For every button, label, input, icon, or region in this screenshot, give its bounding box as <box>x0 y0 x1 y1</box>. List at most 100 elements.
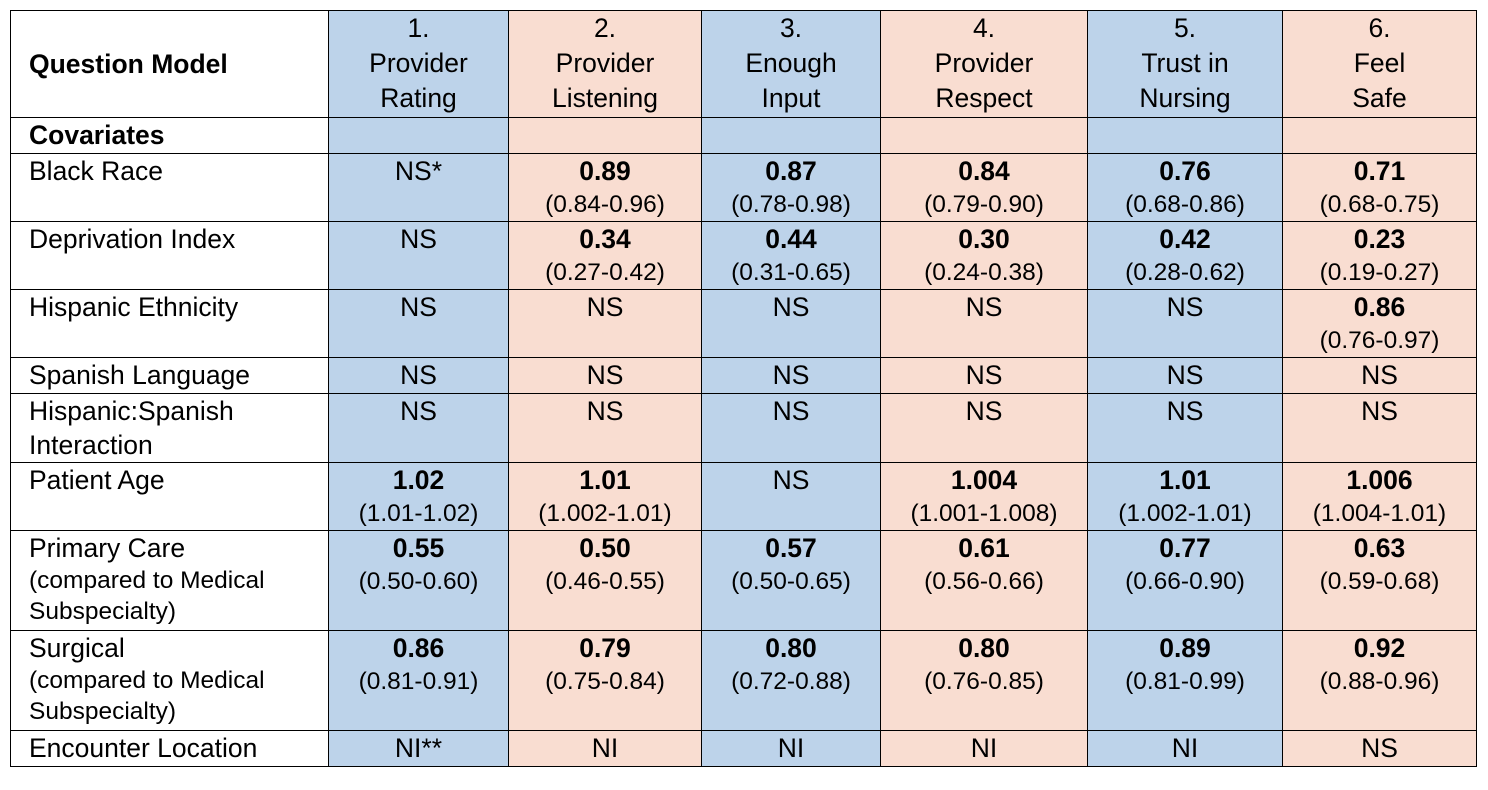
result-cell: 0.80 (0.72-0.88) <box>701 630 881 731</box>
result-cell: NI <box>880 730 1088 767</box>
result-cell: 0.63 (0.59-0.68) <box>1282 530 1477 631</box>
result-cell: 0.76 (0.68-0.86) <box>1087 153 1283 222</box>
confidence-interval: (0.24-0.38) <box>924 259 1044 286</box>
table-row: Hispanic:Spanish Interaction NS NS NS NS NS NS <box>10 393 1477 463</box>
covariate-name: Hispanic Ethnicity <box>29 292 239 322</box>
significance-label: NS <box>772 396 810 426</box>
result-cell: 0.55 (0.50-0.60) <box>328 530 509 631</box>
table-row: Hispanic Ethnicity NS NS NS NS NS 0.86 (0.76-0.… <box>10 289 1477 358</box>
confidence-interval: (0.79-0.90) <box>924 191 1044 218</box>
significance-label: NS <box>1166 360 1204 390</box>
result-cell: NS <box>328 221 509 290</box>
significance-label: NI <box>970 733 998 763</box>
result-cell: NS <box>1087 357 1283 394</box>
covariate-subtext: Subspecialty) <box>29 698 177 725</box>
result-cell: 0.86 (0.76-0.97) <box>1282 289 1477 358</box>
significance-label: NS <box>965 292 1003 322</box>
significance-label: NS <box>1361 396 1398 426</box>
covariate-name: Patient Age <box>29 465 165 495</box>
column-title-line1: Provider <box>555 48 655 78</box>
confidence-interval: (0.50-0.60) <box>358 568 479 595</box>
section-row: Covariates <box>10 117 1477 154</box>
table-row: Encounter Location NI** NI NI NI NI NS <box>10 730 1477 767</box>
result-cell: 0.44 (0.31-0.65) <box>701 221 881 290</box>
column-title-line1: Enough <box>745 48 837 78</box>
column-title-line1: Provider <box>934 48 1034 78</box>
significance-label: NS <box>400 224 437 254</box>
confidence-interval: (0.68-0.86) <box>1125 191 1245 218</box>
significance-label: NS <box>586 396 624 426</box>
result-cell: 0.84 (0.79-0.90) <box>880 153 1088 222</box>
significance-label: NS <box>1361 360 1398 390</box>
covariate-name: Primary Care <box>29 533 186 563</box>
result-cell: 0.87 (0.78-0.98) <box>701 153 881 222</box>
column-title-line2: Safe <box>1352 83 1407 113</box>
result-cell: NS <box>880 289 1088 358</box>
odds-ratio: 0.80 <box>765 633 817 663</box>
column-header-3: 3. Enough Input <box>701 10 881 118</box>
odds-ratio: 0.86 <box>1353 292 1406 322</box>
column-header-5: 5. Trust in Nursing <box>1087 10 1283 118</box>
result-cell: 0.30 (0.24-0.38) <box>880 221 1088 290</box>
significance-label: NS <box>1166 396 1204 426</box>
column-title-line1: Trust in <box>1141 48 1229 78</box>
column-number: 1. <box>407 13 430 43</box>
confidence-interval: (1.01-1.02) <box>358 500 479 527</box>
odds-ratio: 0.23 <box>1353 224 1406 254</box>
covariate-label: Spanish Language <box>10 357 329 394</box>
table-body: Question Model 1. Provider Rating 2. Pro… <box>10 10 1477 767</box>
result-cell: 0.71 (0.68-0.75) <box>1282 153 1477 222</box>
column-header-2: 2. Provider Listening <box>508 10 702 118</box>
table-row: Primary Care (compared to Medical Subspeci… <box>10 530 1477 631</box>
confidence-interval: (0.59-0.68) <box>1319 568 1440 595</box>
column-title-line2: Respect <box>935 83 1033 113</box>
significance-label: NS <box>772 360 810 390</box>
covariate-label: Black Race <box>10 153 329 222</box>
result-cell: 1.02 (1.01-1.02) <box>328 462 509 531</box>
odds-ratio: 0.55 <box>392 533 445 563</box>
odds-ratio: 1.004 <box>950 465 1018 495</box>
result-cell: NS <box>328 357 509 394</box>
significance-label: NS* <box>394 156 443 186</box>
result-cell: NS <box>1282 730 1477 767</box>
result-cell: 0.50 (0.46-0.55) <box>508 530 702 631</box>
result-cell: NS <box>701 393 881 463</box>
table-row: Black Race NS* 0.89 (0.84-0.96) 0.87 (0.78-0.… <box>10 153 1477 222</box>
section-cell <box>701 117 881 154</box>
result-cell: 0.92 (0.88-0.96) <box>1282 630 1477 731</box>
confidence-interval: (0.27-0.42) <box>545 259 665 286</box>
result-cell: NS <box>328 393 509 463</box>
covariate-label: Hispanic:Spanish Interaction <box>10 393 329 463</box>
significance-label: NS <box>400 292 437 322</box>
covariate-name: Encounter Location <box>29 733 258 763</box>
result-cell: NI** <box>328 730 509 767</box>
significance-label: NI <box>777 733 805 763</box>
covariate-name: Deprivation Index <box>29 224 236 254</box>
result-cell: NS <box>1087 289 1283 358</box>
result-cell: NS <box>701 462 881 531</box>
odds-ratio: 1.02 <box>392 465 445 495</box>
column-title-line2: Listening <box>551 83 659 113</box>
result-cell: NS <box>1087 393 1283 463</box>
result-cell: NS <box>880 393 1088 463</box>
confidence-interval: (0.75-0.84) <box>545 668 665 695</box>
column-number: 6. <box>1368 13 1391 43</box>
result-cell: 0.23 (0.19-0.27) <box>1282 221 1477 290</box>
odds-ratio: 0.30 <box>958 224 1010 254</box>
confidence-interval: (0.46-0.55) <box>545 568 665 595</box>
covariate-subtext: Subspecialty) <box>29 598 177 625</box>
confidence-interval: (0.72-0.88) <box>731 668 851 695</box>
column-title-line2: Input <box>761 83 821 113</box>
confidence-interval: (0.19-0.27) <box>1319 259 1440 286</box>
result-cell: 0.57 (0.50-0.65) <box>701 530 881 631</box>
result-cell: NS <box>328 289 509 358</box>
odds-ratio: 0.76 <box>1159 156 1211 186</box>
significance-label: NS <box>400 396 437 426</box>
covariate-label: Hispanic Ethnicity <box>10 289 329 358</box>
confidence-interval: (0.68-0.75) <box>1319 191 1440 218</box>
column-header-4: 4. Provider Respect <box>880 10 1088 118</box>
column-header-6: 6. Feel Safe <box>1282 10 1477 118</box>
column-title-line2: Nursing <box>1139 83 1231 113</box>
odds-ratio: 0.92 <box>1353 633 1406 663</box>
covariate-subtext: (compared to Medical <box>29 567 265 594</box>
